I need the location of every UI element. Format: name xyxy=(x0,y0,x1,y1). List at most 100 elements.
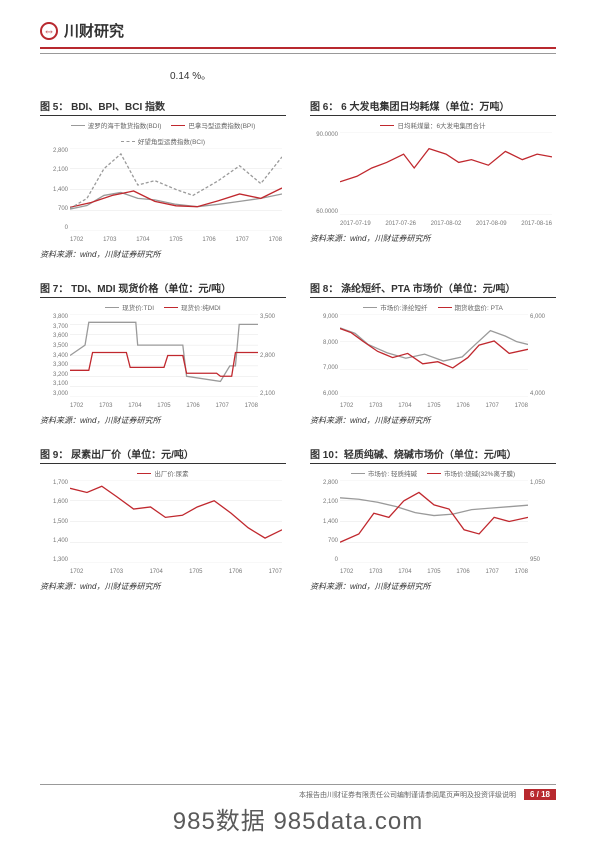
legend-label: 日均耗煤量：6大发电集团合计 xyxy=(397,120,485,130)
chart-title: 图 8： 涤纶短纤、PTA 市场价（单位：元/吨） xyxy=(310,278,556,298)
y-tick-label: 3,600 xyxy=(40,333,68,339)
x-tick-label: 1705 xyxy=(427,569,440,575)
x-tick-label: 1704 xyxy=(398,569,411,575)
chart-title: 图 10：轻质纯碱、烧碱市场价（单位：元/吨） xyxy=(310,444,556,464)
legend-swatch-icon xyxy=(164,307,178,308)
y-axis-labels: 2,8002,1001,4007000 xyxy=(40,148,68,231)
legend-label: 巴拿马型运费指数(BPI) xyxy=(188,120,255,130)
x-tick-label: 1707 xyxy=(269,569,282,575)
legend-swatch-icon xyxy=(121,141,135,142)
legend-item: 现货价:TDI xyxy=(105,302,154,312)
legend-item: 日均耗煤量：6大发电集团合计 xyxy=(380,120,485,130)
legend-label: 波罗的海干散货指数(BDI) xyxy=(88,120,162,130)
y-tick-label: 6,000 xyxy=(530,314,556,320)
legend-item: 市场价: 轻质纯碱 xyxy=(351,468,417,478)
y-tick-label: 6,000 xyxy=(310,391,338,397)
chart-source: 资料来源：wind，川财证券研究所 xyxy=(310,415,556,426)
chart-area: 2,8002,1001,40070001,0509501702170317041… xyxy=(310,480,556,575)
chart-legend: 波罗的海干散货指数(BDI) 巴拿马型运费指数(BPI) 好望角型运费指数(BCI) xyxy=(40,120,286,146)
y-tick-label: 1,050 xyxy=(530,480,556,486)
x-tick-label: 1707 xyxy=(215,403,228,409)
footer-disclaimer: 本报告由川财证券有限责任公司编制谨请参阅尾页声明及投资评级说明 xyxy=(299,790,516,800)
legend-label: 市场价:烧碱(32%离子膜) xyxy=(444,468,515,478)
legend-swatch-icon xyxy=(171,125,185,126)
y-axis-labels-right: 6,0004,000 xyxy=(530,314,556,397)
legend-item: 巴拿马型运费指数(BPI) xyxy=(171,120,255,130)
plot-area xyxy=(340,132,552,215)
x-tick-label: 1703 xyxy=(99,403,112,409)
legend-swatch-icon xyxy=(105,307,119,308)
legend-swatch-icon xyxy=(427,473,441,474)
y-tick-label: 1,400 xyxy=(40,538,68,544)
chart-panel: 图 10：轻质纯碱、烧碱市场价（单位：元/吨） 市场价: 轻质纯碱 市场价:烧碱(3… xyxy=(310,444,556,592)
x-tick-label: 1708 xyxy=(515,569,528,575)
legend-item: 市场价:烧碱(32%离子膜) xyxy=(427,468,515,478)
legend-item: 期货收盘价: PTA xyxy=(438,302,503,312)
x-tick-label: 1705 xyxy=(169,237,182,243)
x-tick-label: 2017-07-19 xyxy=(340,221,371,227)
x-axis-labels: 170217031704170517061707 xyxy=(70,569,282,575)
chart-title: 图 7： TDI、MDI 现货价格（单位：元/吨） xyxy=(40,278,286,298)
y-tick-label: 2,800 xyxy=(310,480,338,486)
y-tick-label: 1,300 xyxy=(40,557,68,563)
x-tick-label: 1703 xyxy=(103,237,116,243)
page-footer: 本报告由川财证券有限责任公司编制谨请参阅尾页声明及投资评级说明 6 / 18 xyxy=(40,784,556,800)
x-tick-label: 1707 xyxy=(235,237,248,243)
y-tick-label: 0 xyxy=(310,557,338,563)
x-tick-label: 1707 xyxy=(485,403,498,409)
y-tick-label: 3,000 xyxy=(40,391,68,397)
x-tick-label: 2017-08-09 xyxy=(476,221,507,227)
chart-area: 1,7001,6001,5001,4001,300170217031704170… xyxy=(40,480,286,575)
y-tick-label: 90.0000 xyxy=(310,132,338,138)
x-tick-label: 1706 xyxy=(229,569,242,575)
x-tick-label: 1704 xyxy=(128,403,141,409)
x-tick-label: 1702 xyxy=(340,569,353,575)
legend-item: 现货价:纯MDI xyxy=(164,302,221,312)
y-tick-label: 2,800 xyxy=(40,148,68,154)
y-axis-labels: 2,8002,1001,4007000 xyxy=(310,480,338,563)
charts-grid: 图 5： BDI、BPI、BCI 指数波罗的海干散货指数(BDI)巴拿马型运费指… xyxy=(0,96,596,592)
x-tick-label: 1706 xyxy=(186,403,199,409)
y-tick-label: 1,600 xyxy=(40,499,68,505)
y-tick-label: 950 xyxy=(530,557,556,563)
legend-label: 出厂价:尿素 xyxy=(154,468,188,478)
chart-title: 图 9： 尿素出厂价（单位：元/吨） xyxy=(40,444,286,464)
y-tick-label: 3,400 xyxy=(40,353,68,359)
legend-item: 市场价:涤纶短纤 xyxy=(363,302,427,312)
x-axis-labels: 1702170317041705170617071708 xyxy=(340,569,528,575)
y-tick-label: 700 xyxy=(310,538,338,544)
x-tick-label: 1704 xyxy=(398,403,411,409)
x-tick-label: 2017-08-16 xyxy=(521,221,552,227)
legend-label: 市场价: 轻质纯碱 xyxy=(368,468,417,478)
brand-name: 川财研究 xyxy=(64,20,124,41)
y-tick-label: 1,500 xyxy=(40,519,68,525)
chart-panel: 图 6： 6 大发电集团日均耗煤（单位：万吨） 日均耗煤量：6大发电集团合计 90.… xyxy=(310,96,556,260)
chart-source: 资料来源：wind，川财证券研究所 xyxy=(310,581,556,592)
y-tick-label: 3,300 xyxy=(40,362,68,368)
x-axis-labels: 2017-07-192017-07-262017-08-022017-08-09… xyxy=(340,221,552,227)
chart-title: 图 6： 6 大发电集团日均耗煤（单位：万吨） xyxy=(310,96,556,116)
x-tick-label: 1702 xyxy=(70,569,83,575)
y-tick-label: 2,100 xyxy=(40,167,68,173)
y-axis-labels: 9,0008,0007,0006,000 xyxy=(310,314,338,397)
legend-swatch-icon xyxy=(438,307,452,308)
x-tick-label: 1708 xyxy=(245,403,258,409)
x-tick-label: 1706 xyxy=(456,403,469,409)
chart-legend: 出厂价:尿素 xyxy=(40,468,286,478)
y-tick-label: 2,100 xyxy=(260,391,286,397)
chart-area: 90.000060.00002017-07-192017-07-262017-0… xyxy=(310,132,556,227)
chart-legend: 现货价:TDI 现货价:纯MDI xyxy=(40,302,286,312)
x-tick-label: 1705 xyxy=(189,569,202,575)
x-tick-label: 1704 xyxy=(136,237,149,243)
y-tick-label: 3,200 xyxy=(40,372,68,378)
x-tick-label: 1702 xyxy=(70,403,83,409)
chart-area: 9,0008,0007,0006,0006,0004,0001702170317… xyxy=(310,314,556,409)
legend-label: 好望角型运费指数(BCI) xyxy=(138,136,205,146)
chart-panel: 图 8： 涤纶短纤、PTA 市场价（单位：元/吨） 市场价:涤纶短纤 期货收盘价: … xyxy=(310,278,556,426)
x-tick-label: 1702 xyxy=(340,403,353,409)
plot-area xyxy=(70,480,282,563)
x-tick-label: 1704 xyxy=(149,569,162,575)
x-tick-label: 1706 xyxy=(202,237,215,243)
y-axis-labels-right: 3,5002,8002,100 xyxy=(260,314,286,397)
y-axis-labels: 3,8003,7003,6003,5003,4003,3003,2003,100… xyxy=(40,314,68,397)
